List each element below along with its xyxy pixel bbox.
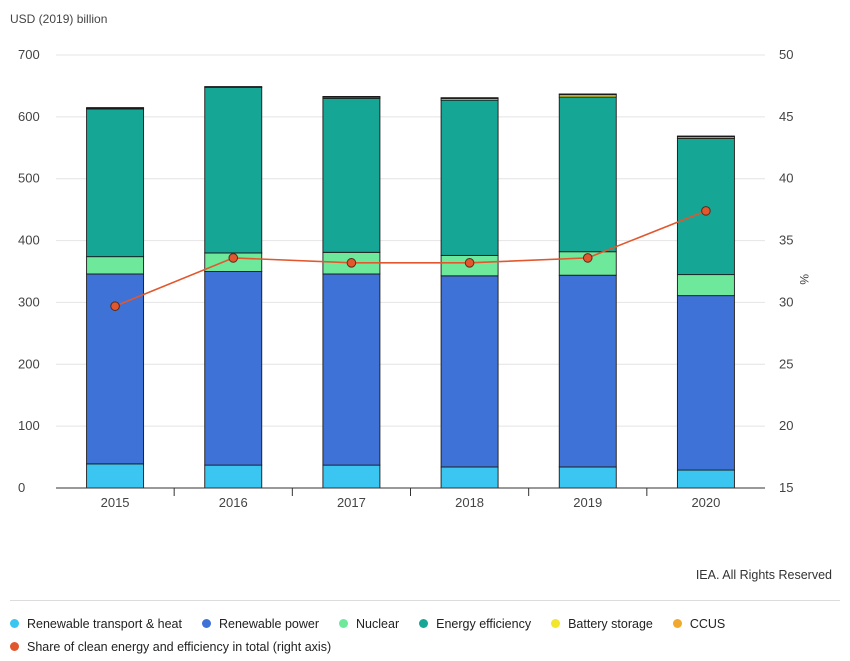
legend-item[interactable]: Energy efficiency <box>419 617 531 631</box>
bar-segment <box>440 97 499 99</box>
legend-swatch <box>201 619 211 628</box>
y-right-tick-label: 35 <box>779 233 793 248</box>
share-line-point <box>582 253 593 263</box>
y-left-tick-label: 100 <box>18 418 40 433</box>
bar-segment <box>440 99 499 256</box>
x-axis: 2015 2016 2017 2018 2019 2020 <box>56 487 765 510</box>
bar-segment <box>86 108 145 258</box>
legend-label: CCUS <box>689 616 726 631</box>
share-line-point <box>110 301 120 311</box>
bars <box>86 86 735 489</box>
y-right-tick-label: 25 <box>779 356 793 371</box>
y-right-tick-label: 50 <box>779 47 793 62</box>
y-right-tick-label: 40 <box>779 171 793 186</box>
legend-swatch <box>339 619 349 628</box>
legend-swatch <box>419 619 429 628</box>
legend-swatch <box>672 619 682 628</box>
bar-segment <box>322 273 381 466</box>
bar-segment <box>440 275 499 468</box>
y-left-tick-label: 300 <box>18 294 40 309</box>
y-right-tick-label: 20 <box>779 418 793 433</box>
gridlines <box>56 54 765 427</box>
y-axis-right: 15 20 25 30 35 40 45 50 <box>779 47 793 495</box>
bar-segment <box>86 107 145 109</box>
bar-segment <box>440 466 499 489</box>
x-tick-label: 2017 <box>337 495 366 510</box>
bar-segment <box>86 463 145 489</box>
y-right-tick-label: 30 <box>779 294 793 309</box>
legend-item[interactable]: CCUS <box>672 616 726 631</box>
legend-item[interactable]: Battery storage <box>551 617 653 631</box>
share-line <box>110 206 711 311</box>
share-line-point <box>228 253 239 263</box>
x-tick-label: 2018 <box>455 495 484 510</box>
x-tick-label: 2020 <box>691 495 720 510</box>
y-left-tick-label: 400 <box>18 233 40 248</box>
bar-segment <box>204 271 263 466</box>
legend-label: Battery storage <box>568 616 653 631</box>
share-line-point <box>701 206 711 216</box>
legend-swatch <box>10 619 19 628</box>
legend-divider <box>10 600 840 601</box>
bar-segment <box>322 97 381 253</box>
y-axis-left: 0 100 200 300 400 500 600 700 <box>18 47 40 495</box>
bar-segment <box>676 274 735 297</box>
x-tick-label: 2019 <box>573 495 602 510</box>
legend: Renewable transport & heat Renewable powe… <box>10 615 840 661</box>
bar-segment <box>558 274 617 468</box>
bar-segment <box>204 464 263 489</box>
y-left-tick-label: 200 <box>18 356 40 371</box>
y-left-tick-label: 700 <box>18 47 40 62</box>
y-left-tick-label: 500 <box>18 171 40 186</box>
legend-row: Renewable transport & heat Renewable powe… <box>10 615 840 632</box>
legend-label: Renewable power <box>218 616 320 631</box>
legend-swatch <box>551 619 561 628</box>
legend-swatch <box>10 642 19 651</box>
y-left-tick-label: 0 <box>18 480 25 495</box>
bar-segment <box>204 86 263 88</box>
x-tick-label: 2015 <box>101 495 130 510</box>
legend-item[interactable]: Renewable transport & heat <box>10 617 182 631</box>
bar-segment <box>558 96 617 253</box>
share-line-point <box>464 258 475 268</box>
bar-segment <box>676 295 735 471</box>
bar-segment <box>676 469 735 489</box>
legend-label: Share of clean energy and efficiency in … <box>27 639 332 654</box>
left-axis-unit: USD (2019) billion <box>10 12 107 26</box>
legend-item-line[interactable]: Share of clean energy and efficiency in … <box>10 640 331 654</box>
y-right-tick-label: 45 <box>779 109 793 124</box>
right-axis-unit: % <box>797 274 811 285</box>
y-right-tick-label: 15 <box>779 480 793 495</box>
legend-item[interactable]: Renewable power <box>201 616 320 631</box>
bar-segment <box>204 86 263 254</box>
bar-segment <box>558 466 617 489</box>
share-line-point <box>346 258 357 268</box>
bar-segment <box>558 93 617 96</box>
legend-label: Renewable transport & heat <box>27 616 182 631</box>
bar-segment <box>86 256 145 275</box>
legend-label: Nuclear <box>356 616 400 631</box>
bar-segment <box>676 135 735 138</box>
legend-row: Share of clean energy and efficiency in … <box>10 638 840 655</box>
chart-area: USD (2019) billion % 2015 2016 2017 2018 201… <box>10 12 811 510</box>
source-credit: IEA. All Rights Reserved <box>695 568 832 582</box>
bar-segment <box>322 95 381 98</box>
legend-item[interactable]: Nuclear <box>339 617 399 631</box>
x-tick-label: 2016 <box>219 495 248 510</box>
share-line-path <box>114 210 707 307</box>
y-left-tick-label: 600 <box>18 109 40 124</box>
legend-label: Energy efficiency <box>436 616 532 631</box>
bar-segment <box>322 464 381 489</box>
